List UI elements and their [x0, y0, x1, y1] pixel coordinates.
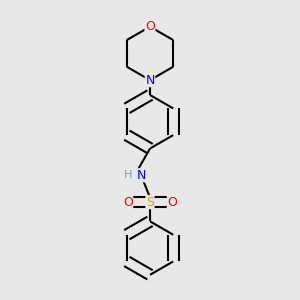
- Text: H: H: [124, 170, 132, 180]
- Text: N: N: [136, 169, 146, 182]
- Text: N: N: [145, 74, 155, 87]
- Text: O: O: [123, 196, 133, 208]
- Text: O: O: [145, 20, 155, 33]
- Text: S: S: [146, 196, 154, 208]
- Text: O: O: [167, 196, 177, 208]
